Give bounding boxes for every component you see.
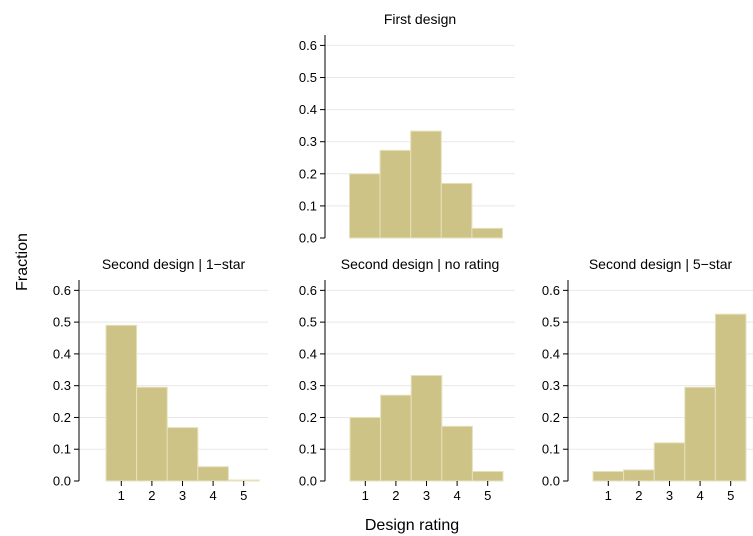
y-tick-label: 0.1 [53,442,71,457]
y-tick-label: 0.3 [542,378,560,393]
y-tick-label: 0.1 [299,198,317,213]
bar-1 [592,470,625,482]
x-axis-title: Design rating [365,517,459,534]
bar-5 [471,227,503,239]
y-tick-label: 0.5 [53,315,71,330]
panel-title: Second design | 5−star [589,256,733,272]
y-tick-label: 0.2 [542,410,560,425]
y-tick-label: 0.4 [53,346,71,361]
y-tick-label: 0.5 [542,315,560,330]
y-tick-label: 0.1 [542,442,560,457]
bar-1 [349,416,382,482]
y-tick-label: 0.6 [542,283,560,298]
bar-5 [227,479,260,482]
y-tick-label: 0.1 [299,442,317,457]
y-tick-label: 0.0 [542,474,560,489]
y-tick-label: 0.5 [299,70,317,85]
y-tick-label: 0.5 [299,315,317,330]
x-tick-label: 2 [392,488,399,503]
y-tick-label: 0.2 [53,410,71,425]
bar-2 [623,469,655,482]
bar-1 [105,324,138,482]
x-tick-label: 4 [453,488,460,503]
bar-4 [441,425,473,482]
panel-title: Second design | no rating [341,256,500,272]
bar-2 [136,386,168,482]
bar-4 [684,386,716,482]
bar-5 [714,313,747,482]
y-axis-title: Fraction [14,233,31,291]
panel-second-1-star: 0.0 0.1 0.2 0.3 0.4 0.5 0.6 1 2 3 4 5 Second design … [53,256,268,503]
bar-3 [166,427,199,482]
x-tick-label: 1 [118,488,125,503]
y-tick-label: 0.4 [542,346,560,361]
y-tick-label: 0.6 [299,283,317,298]
bar-4 [440,182,473,239]
x-tick-label: 3 [179,488,186,503]
x-tick-label: 5 [240,488,247,503]
y-tick-label: 0.0 [299,231,317,246]
y-tick-label: 0.0 [299,474,317,489]
bar-2 [379,149,412,239]
panel-title: First design [384,11,456,27]
bar-3 [410,375,443,482]
x-tick-label: 5 [484,488,491,503]
bar-5 [471,470,504,482]
panel-second-5-star: 0.0 0.1 0.2 0.3 0.4 0.5 0.6 1 2 3 4 5 Second design … [542,256,753,503]
x-tick-label: 4 [209,488,216,503]
x-tick-label: 2 [635,488,642,503]
bar-1 [349,173,381,239]
bar-3 [653,442,686,482]
x-tick-label: 3 [423,488,430,503]
y-tick-label: 0.4 [299,346,317,361]
bar-3 [410,130,442,239]
bar-2 [380,394,412,482]
panel-second-no-rating: 0.0 0.1 0.2 0.3 0.4 0.5 0.6 1 2 3 4 5 Second design … [299,256,515,503]
y-tick-label: 0.6 [53,283,71,298]
y-tick-label: 0.3 [299,134,317,149]
x-tick-label: 5 [727,488,734,503]
y-tick-label: 0.3 [299,378,317,393]
bar-4 [197,466,229,482]
x-tick-label: 2 [148,488,155,503]
panel-title: Second design | 1−star [102,256,246,272]
x-tick-label: 1 [605,488,612,503]
x-tick-label: 4 [696,488,703,503]
y-tick-label: 0.6 [299,38,317,53]
y-tick-label: 0.0 [53,474,71,489]
y-tick-label: 0.2 [299,410,317,425]
x-tick-label: 3 [666,488,673,503]
y-tick-label: 0.2 [299,166,317,181]
y-tick-label: 0.3 [53,378,71,393]
y-tick-label: 0.4 [299,102,317,117]
panel-first-design: 0.0 0.1 0.2 0.3 0.4 0.5 0.6 First design [299,11,515,246]
x-tick-label: 1 [362,488,369,503]
